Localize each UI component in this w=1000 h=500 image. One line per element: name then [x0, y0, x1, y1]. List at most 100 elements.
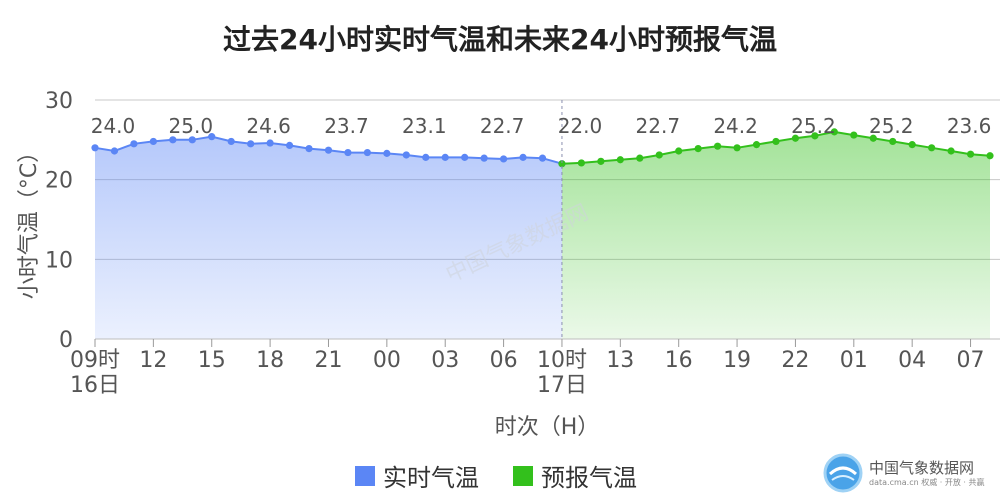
data-point[interactable]: [110, 147, 119, 155]
data-point[interactable]: [363, 148, 371, 157]
x-axis-label: 时次（H）: [495, 415, 600, 440]
data-point[interactable]: [422, 153, 430, 161]
brand-tagline: data.cma.cn 权威 · 开放 · 共赢: [869, 478, 985, 487]
data-point[interactable]: [966, 150, 975, 158]
data-point[interactable]: [714, 142, 722, 150]
x-tick-label: 00: [373, 348, 401, 373]
legend: 实时气温 预报气温: [355, 458, 637, 493]
data-point[interactable]: [344, 148, 352, 157]
series-area-observed: [95, 136, 562, 339]
data-point[interactable]: [402, 151, 410, 159]
data-labels: 24.0 25.0 24.6 23.7 23.1 22.7 22.0 22.7 24.2 25.2…: [91, 114, 992, 138]
data-point[interactable]: [752, 141, 761, 149]
data-point[interactable]: [772, 137, 780, 146]
x-tick-label: 12: [139, 348, 167, 373]
x-date-label: 17日: [537, 373, 587, 398]
data-point[interactable]: [869, 134, 877, 142]
x-tick-label: 13: [606, 348, 634, 373]
data-point[interactable]: [480, 154, 488, 162]
data-point[interactable]: [266, 139, 274, 147]
data-point[interactable]: [928, 144, 936, 152]
y-tick-label: 20: [45, 169, 73, 194]
data-point[interactable]: [324, 146, 333, 154]
data-point[interactable]: [130, 140, 138, 148]
legend-swatch-forecast: [513, 465, 533, 486]
data-point[interactable]: [908, 141, 916, 149]
data-label: 25.2: [869, 114, 914, 138]
data-point[interactable]: [850, 131, 858, 139]
series-points: [91, 128, 994, 168]
globe-icon: [823, 453, 863, 493]
legend-item-observed[interactable]: 实时气温: [355, 458, 479, 493]
data-point[interactable]: [149, 137, 157, 146]
x-tick-label: 19: [723, 348, 751, 373]
x-tick-label: 10时: [537, 348, 587, 373]
data-label: 24.0: [91, 114, 136, 138]
data-point[interactable]: [791, 134, 800, 142]
data-point[interactable]: [383, 149, 391, 157]
x-tick-label: 15: [198, 348, 226, 373]
data-point[interactable]: [558, 160, 566, 168]
data-point[interactable]: [305, 144, 313, 153]
data-label: 22.7: [636, 114, 681, 138]
data-point[interactable]: [889, 137, 897, 146]
data-point[interactable]: [597, 157, 605, 165]
data-point[interactable]: [986, 152, 994, 160]
data-point[interactable]: [208, 133, 216, 141]
data-point[interactable]: [169, 136, 177, 144]
x-tick-label: 22: [781, 348, 809, 373]
brand-name: 中国气象数据网: [869, 459, 975, 477]
brand-logo: 中国气象数据网 data.cma.cn 权威 · 开放 · 共赢: [822, 452, 992, 494]
legend-label-forecast: 预报气温: [541, 464, 637, 492]
y-tick-label: 30: [45, 89, 73, 114]
data-point[interactable]: [538, 154, 547, 162]
data-point[interactable]: [675, 147, 683, 155]
x-tick-label: 04: [898, 348, 926, 373]
data-point[interactable]: [811, 132, 819, 140]
y-tick-label: 0: [59, 328, 73, 353]
data-point[interactable]: [616, 156, 624, 164]
data-point[interactable]: [577, 159, 586, 167]
data-label: 24.6: [246, 114, 291, 138]
y-axis-label: 小时气温（°C）: [17, 141, 42, 299]
legend-swatch-observed: [355, 465, 375, 486]
data-point[interactable]: [285, 141, 294, 150]
series-area-forecast: [562, 131, 990, 339]
data-point[interactable]: [441, 153, 449, 161]
x-tick-label: 16: [665, 348, 693, 373]
x-tick-label: 09时: [70, 348, 120, 373]
data-point[interactable]: [227, 137, 235, 146]
data-point[interactable]: [91, 144, 99, 152]
series-areas: [95, 131, 990, 339]
data-point[interactable]: [499, 155, 508, 163]
data-point[interactable]: [519, 153, 527, 161]
data-label: 22.7: [480, 114, 525, 138]
legend-label-observed: 实时气温: [383, 464, 479, 492]
x-tick-label: 21: [314, 348, 342, 373]
data-label: 25.2: [791, 114, 836, 138]
x-tick-label: 18: [256, 348, 284, 373]
x-tick-label: 01: [840, 348, 868, 373]
data-point[interactable]: [636, 154, 644, 162]
chart-title: 过去24小时实时气温和未来24小时预报气温: [223, 23, 777, 56]
x-tick-label: 07: [957, 348, 985, 373]
data-point[interactable]: [655, 151, 663, 159]
x-tick-label: 06: [490, 348, 518, 373]
x-date-label: 16日: [70, 373, 120, 398]
y-tick-label: 10: [45, 248, 73, 273]
data-label: 23.1: [402, 114, 447, 138]
data-point[interactable]: [733, 144, 741, 152]
data-point[interactable]: [461, 153, 469, 161]
data-label: 24.2: [713, 114, 758, 138]
legend-item-forecast[interactable]: 预报气温: [513, 458, 637, 493]
data-label: 22.0: [558, 114, 603, 138]
data-point[interactable]: [947, 147, 955, 155]
x-tick-label: 03: [431, 348, 459, 373]
data-label: 23.6: [947, 114, 992, 138]
data-point[interactable]: [188, 136, 196, 144]
data-point[interactable]: [247, 140, 255, 148]
data-point[interactable]: [694, 144, 702, 153]
data-point[interactable]: [830, 128, 838, 136]
data-label: 25.0: [169, 114, 214, 138]
